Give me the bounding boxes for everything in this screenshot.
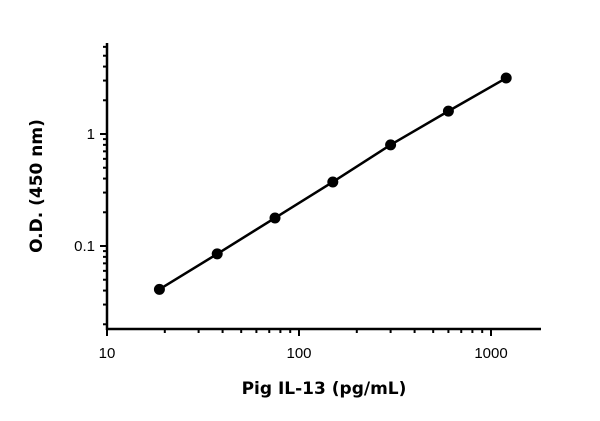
data-point bbox=[500, 72, 512, 84]
x-tick-label: 1000 bbox=[474, 345, 507, 362]
data-series bbox=[153, 72, 512, 295]
y-tick-label: 0.1 bbox=[74, 238, 95, 255]
data-point bbox=[385, 139, 397, 151]
x-axis: 10 100 1000 bbox=[99, 327, 541, 362]
x-tick-label: 10 bbox=[99, 345, 116, 362]
x-axis-title: Pig IL-13 (pg/mL) bbox=[242, 379, 407, 399]
y-axis-title: O.D. (450 nm) bbox=[27, 119, 47, 253]
data-point bbox=[211, 248, 223, 260]
data-point bbox=[153, 283, 165, 295]
data-point bbox=[442, 105, 454, 117]
y-tick-label: 1 bbox=[87, 126, 95, 143]
x-tick-label: 100 bbox=[286, 345, 311, 362]
y-axis: 0.11 bbox=[74, 43, 109, 330]
data-point bbox=[327, 176, 339, 188]
data-point bbox=[269, 212, 281, 224]
